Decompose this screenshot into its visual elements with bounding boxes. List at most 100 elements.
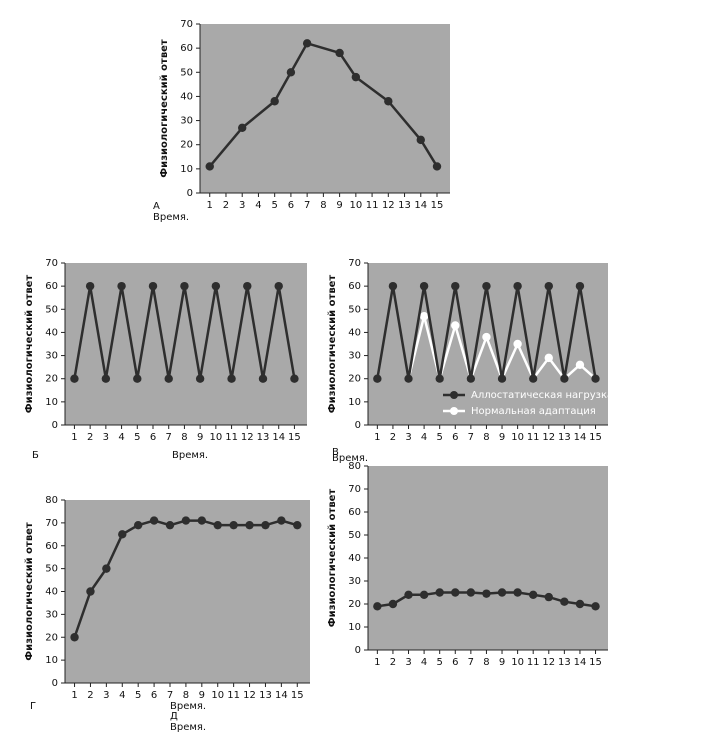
y-tick-label: 30 <box>45 351 58 362</box>
x-tick-label: 2 <box>87 432 93 443</box>
x-tick-label: 2 <box>87 690 93 701</box>
x-tick-label: 13 <box>398 200 411 211</box>
x-tick-label: 7 <box>167 690 173 701</box>
x-tick-label: 8 <box>183 690 189 701</box>
y-tick-label: 50 <box>180 67 193 78</box>
data-point <box>86 587 95 596</box>
data-point <box>261 520 270 530</box>
y-tick-label: 30 <box>45 609 58 620</box>
data-point <box>466 374 476 383</box>
x-tick-label: 2 <box>390 657 396 668</box>
x-tick-label: 15 <box>589 432 602 443</box>
data-point <box>416 135 425 145</box>
data-point <box>133 520 143 530</box>
y-tick-label: 0 <box>355 420 361 431</box>
data-point <box>101 374 111 383</box>
y-tick-label: 30 <box>180 116 193 127</box>
data-point <box>482 589 491 598</box>
x-tick-label: 10 <box>349 200 362 211</box>
y-tick-label: 60 <box>180 43 193 54</box>
y-tick-label: 20 <box>45 632 58 643</box>
data-point <box>181 516 191 525</box>
data-point <box>528 590 538 599</box>
x-tick-label: 10 <box>511 657 524 668</box>
y-tick-label: 70 <box>45 518 58 529</box>
panel-label: Г <box>30 701 36 712</box>
series-line <box>208 41 439 168</box>
panel-label: Б <box>32 450 39 461</box>
data-point <box>435 588 444 597</box>
data-point <box>238 123 247 133</box>
data-point <box>180 281 189 291</box>
data-point <box>591 374 600 383</box>
data-point <box>497 588 507 597</box>
x-tick-label: 15 <box>291 690 304 701</box>
y-tick-label: 60 <box>45 281 58 292</box>
y-tick-label: 40 <box>45 327 58 338</box>
data-point <box>118 530 127 539</box>
x-tick-label: 5 <box>271 200 277 211</box>
y-tick-label: 40 <box>348 553 361 564</box>
x-tick-label: 7 <box>304 200 310 211</box>
y-axis-label: Физиологический ответ <box>159 39 170 178</box>
data-point <box>373 602 382 611</box>
data-point <box>404 374 413 383</box>
y-tick-label: 50 <box>348 304 361 315</box>
y-tick-label: 60 <box>348 507 361 518</box>
y-tick-label: 40 <box>45 587 58 598</box>
plot-area <box>368 466 608 650</box>
y-tick-label: 40 <box>180 91 193 102</box>
x-axis-label: Время. <box>170 701 206 712</box>
y-tick-label: 80 <box>45 495 58 506</box>
x-tick-label: 8 <box>483 657 489 668</box>
x-tick-label: 11 <box>225 432 238 443</box>
x-tick-label: 3 <box>239 200 245 211</box>
data-point <box>419 281 429 291</box>
y-tick-label: 80 <box>348 461 361 472</box>
x-tick-label: 6 <box>452 657 458 668</box>
x-tick-label: 8 <box>320 200 326 211</box>
data-point <box>102 564 111 573</box>
y-tick-label: 20 <box>348 374 361 385</box>
x-tick-label: 9 <box>197 432 203 443</box>
x-tick-label: 6 <box>288 200 294 211</box>
x-tick-label: 9 <box>199 690 205 701</box>
data-point <box>591 602 600 611</box>
x-tick-label: 1 <box>374 432 380 443</box>
x-axis-label: Время. <box>170 722 206 733</box>
data-point <box>451 588 460 597</box>
x-tick-label: 11 <box>527 432 540 443</box>
y-tick-label: 70 <box>45 258 58 269</box>
y-axis-label: Физиологический ответ <box>327 275 338 414</box>
data-point <box>451 281 460 291</box>
y-tick-label: 10 <box>45 655 58 666</box>
y-tick-label: 20 <box>348 599 361 610</box>
x-tick-label: 10 <box>211 690 224 701</box>
data-point <box>70 633 79 642</box>
x-tick-label: 5 <box>437 657 443 668</box>
y-axis-label: Физиологический ответ <box>24 275 35 414</box>
x-tick-label: 9 <box>499 657 505 668</box>
x-tick-label: 1 <box>374 657 380 668</box>
x-tick-label: 1 <box>207 200 213 211</box>
y-tick-label: 50 <box>45 564 58 575</box>
data-point <box>451 321 460 330</box>
plot-area <box>200 24 450 193</box>
data-point <box>575 599 585 609</box>
y-tick-label: 70 <box>348 258 361 269</box>
data-point <box>466 588 476 597</box>
y-tick-label: 20 <box>180 140 193 151</box>
x-tick-label: 9 <box>499 432 505 443</box>
x-tick-label: 12 <box>243 690 256 701</box>
y-tick-label: 50 <box>45 304 58 315</box>
x-tick-label: 14 <box>272 432 285 443</box>
x-tick-label: 12 <box>542 657 555 668</box>
data-point <box>227 374 236 383</box>
data-point <box>351 72 361 82</box>
x-tick-label: 11 <box>527 657 540 668</box>
x-tick-label: 11 <box>227 690 240 701</box>
y-axis-label: Физиологический ответ <box>24 522 35 661</box>
data-point <box>404 590 413 599</box>
data-point <box>388 281 398 291</box>
